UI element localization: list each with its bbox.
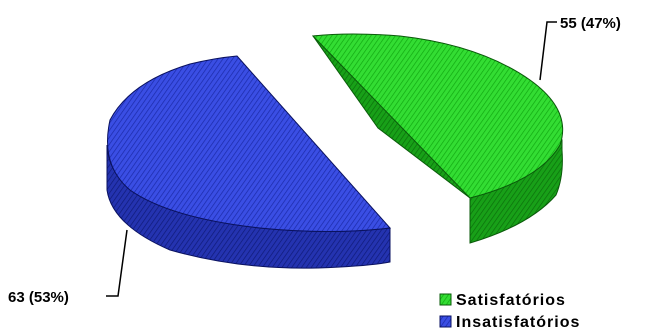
legend-swatch-insatisfatorios [439, 315, 452, 328]
legend-label-satisfatorios: Satisfatórios [456, 292, 566, 309]
slice-insatisfatorios [106, 55, 392, 269]
leader-line-satisfatorios [539, 21, 557, 81]
label-satisfatorios: 55 (47%) [560, 15, 621, 32]
legend-swatch-satisfatorios [439, 293, 452, 306]
slice-satisfatorios [311, 33, 564, 244]
slice-insatisfatorios-top [107, 55, 392, 232]
legend-item-satisfatorios: Satisfatórios [439, 292, 566, 309]
label-insatisfatorios: 63 (53%) [8, 289, 69, 306]
slice-satisfatorios-top [311, 33, 564, 199]
legend-item-insatisfatorios: Insatisfatórios [439, 314, 580, 331]
legend-label-insatisfatorios: Insatisfatórios [456, 314, 580, 331]
legend: Satisfatórios Insatisfatórios [439, 292, 580, 331]
leader-line-insatisfatorios [106, 229, 128, 297]
